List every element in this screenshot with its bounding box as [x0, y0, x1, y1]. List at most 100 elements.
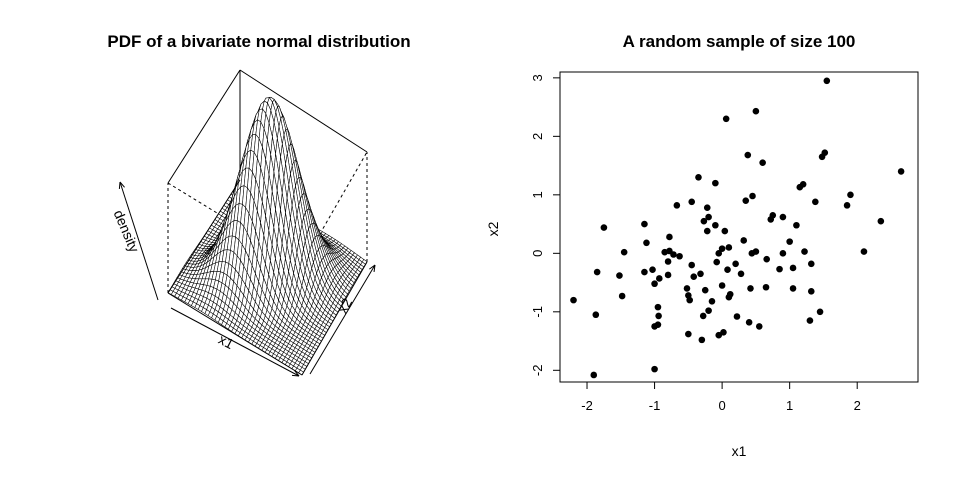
scatter-point — [759, 159, 766, 166]
scatter-x-label: x1 — [732, 443, 747, 459]
y-tick-label: 1 — [530, 191, 545, 198]
scatter-point — [740, 237, 748, 244]
scatter-point — [799, 181, 807, 188]
box-edge-hidden — [301, 151, 368, 266]
z-axis-arrow — [119, 181, 159, 301]
scatter-point — [755, 323, 763, 330]
scatter-point — [618, 292, 626, 300]
scatter-point — [683, 285, 691, 292]
y-tick-label: -1 — [530, 306, 545, 318]
x-tick-label: 1 — [786, 398, 793, 413]
y-axis-arrow-head — [369, 264, 376, 270]
scatter-point — [686, 296, 693, 304]
scatter-point — [801, 248, 808, 255]
scatter-point — [897, 168, 905, 175]
x-tick-label: 0 — [718, 398, 725, 413]
scatter-point — [749, 192, 756, 200]
scatter-point — [641, 268, 648, 276]
scatter-point — [600, 224, 608, 231]
scatter-point — [877, 217, 885, 225]
scatter-point — [713, 258, 721, 266]
scatter-y-axis: -2 -1 0 1 2 3 — [530, 74, 561, 377]
scatter-y-label: x2 — [485, 221, 501, 236]
scatter-point — [641, 220, 648, 228]
scatter-point — [724, 266, 731, 273]
y-tick-label: -2 — [530, 365, 545, 377]
surface-box-front — [118, 179, 376, 377]
scatter-point — [806, 317, 814, 324]
scatter-point — [670, 251, 677, 258]
scatter-point — [688, 261, 696, 269]
scatter-point — [725, 244, 733, 251]
surface-axis-label-x: x1 — [216, 331, 237, 352]
scatter-x-axis: -2 -1 0 1 2 — [581, 381, 861, 413]
x-axis-arrow-head — [294, 370, 300, 377]
scatter-point — [616, 272, 623, 279]
scatter-point — [705, 213, 712, 221]
y-axis-arrow-head — [373, 264, 376, 273]
scatter-title: A random sample of size 100 — [623, 32, 856, 51]
y-axis-arrow — [309, 264, 376, 375]
scatter-point — [718, 282, 726, 289]
z-axis-arrow-head — [118, 181, 121, 190]
y-tick-label: 0 — [530, 250, 545, 257]
scatter-point — [779, 250, 787, 257]
surface-axis-label-y: x2 — [334, 295, 355, 316]
scatter-point — [703, 227, 711, 235]
scatter-point — [590, 371, 598, 379]
scatter-point — [688, 198, 696, 206]
scatter-point — [654, 321, 662, 328]
scatter-point — [649, 266, 656, 273]
x-tick-label: -1 — [649, 398, 661, 413]
y-tick-label: 3 — [530, 74, 545, 81]
scatter-point — [733, 313, 741, 320]
scatter-point — [807, 260, 815, 268]
scatter-point — [697, 270, 704, 278]
scatter-point — [655, 312, 662, 320]
scatter-point — [726, 290, 734, 298]
scatter-point — [715, 331, 723, 339]
scatter-points — [570, 77, 905, 379]
scatter-point — [860, 248, 868, 255]
surface-panel: PDF of a bivariate normal distribution d… — [107, 32, 411, 377]
scatter-point — [712, 179, 719, 187]
scatter-point — [732, 260, 739, 268]
scatter-point — [747, 285, 754, 292]
scatter-point — [664, 271, 672, 279]
scatter-point — [812, 198, 819, 206]
scatter-point — [763, 255, 770, 263]
scatter-point — [821, 149, 829, 157]
scatter-point — [676, 252, 683, 260]
scatter-point — [592, 311, 600, 319]
scatter-point — [666, 233, 673, 241]
scatter-point — [643, 239, 650, 247]
scatter-point — [654, 303, 662, 311]
scatter-point — [816, 308, 824, 316]
box-edge — [301, 261, 368, 376]
scatter-point — [712, 221, 719, 229]
scatter-point — [847, 191, 854, 199]
scatter-point — [715, 250, 723, 257]
scatter-point — [793, 221, 800, 229]
box-edge — [167, 69, 241, 184]
scatter-point — [690, 273, 698, 281]
scatter-point — [769, 212, 777, 219]
box-edge — [167, 292, 303, 376]
scatter-point — [664, 258, 672, 265]
scatter-point — [705, 307, 712, 314]
scatter-plot-frame — [559, 71, 919, 383]
scatter-point — [701, 286, 709, 294]
scatter-point — [744, 151, 752, 159]
scatter-point — [718, 245, 726, 252]
scatter-point — [708, 297, 716, 305]
scatter-point — [807, 288, 815, 295]
box-edge — [239, 69, 368, 153]
scatter-point — [685, 330, 692, 338]
scatter-point — [742, 197, 750, 204]
scatter-point — [776, 265, 783, 273]
scatter-point — [737, 270, 745, 278]
x-tick-label: 2 — [854, 398, 861, 413]
scatter-point — [699, 312, 707, 320]
scatter-point — [720, 328, 727, 336]
box-edge — [167, 179, 241, 294]
